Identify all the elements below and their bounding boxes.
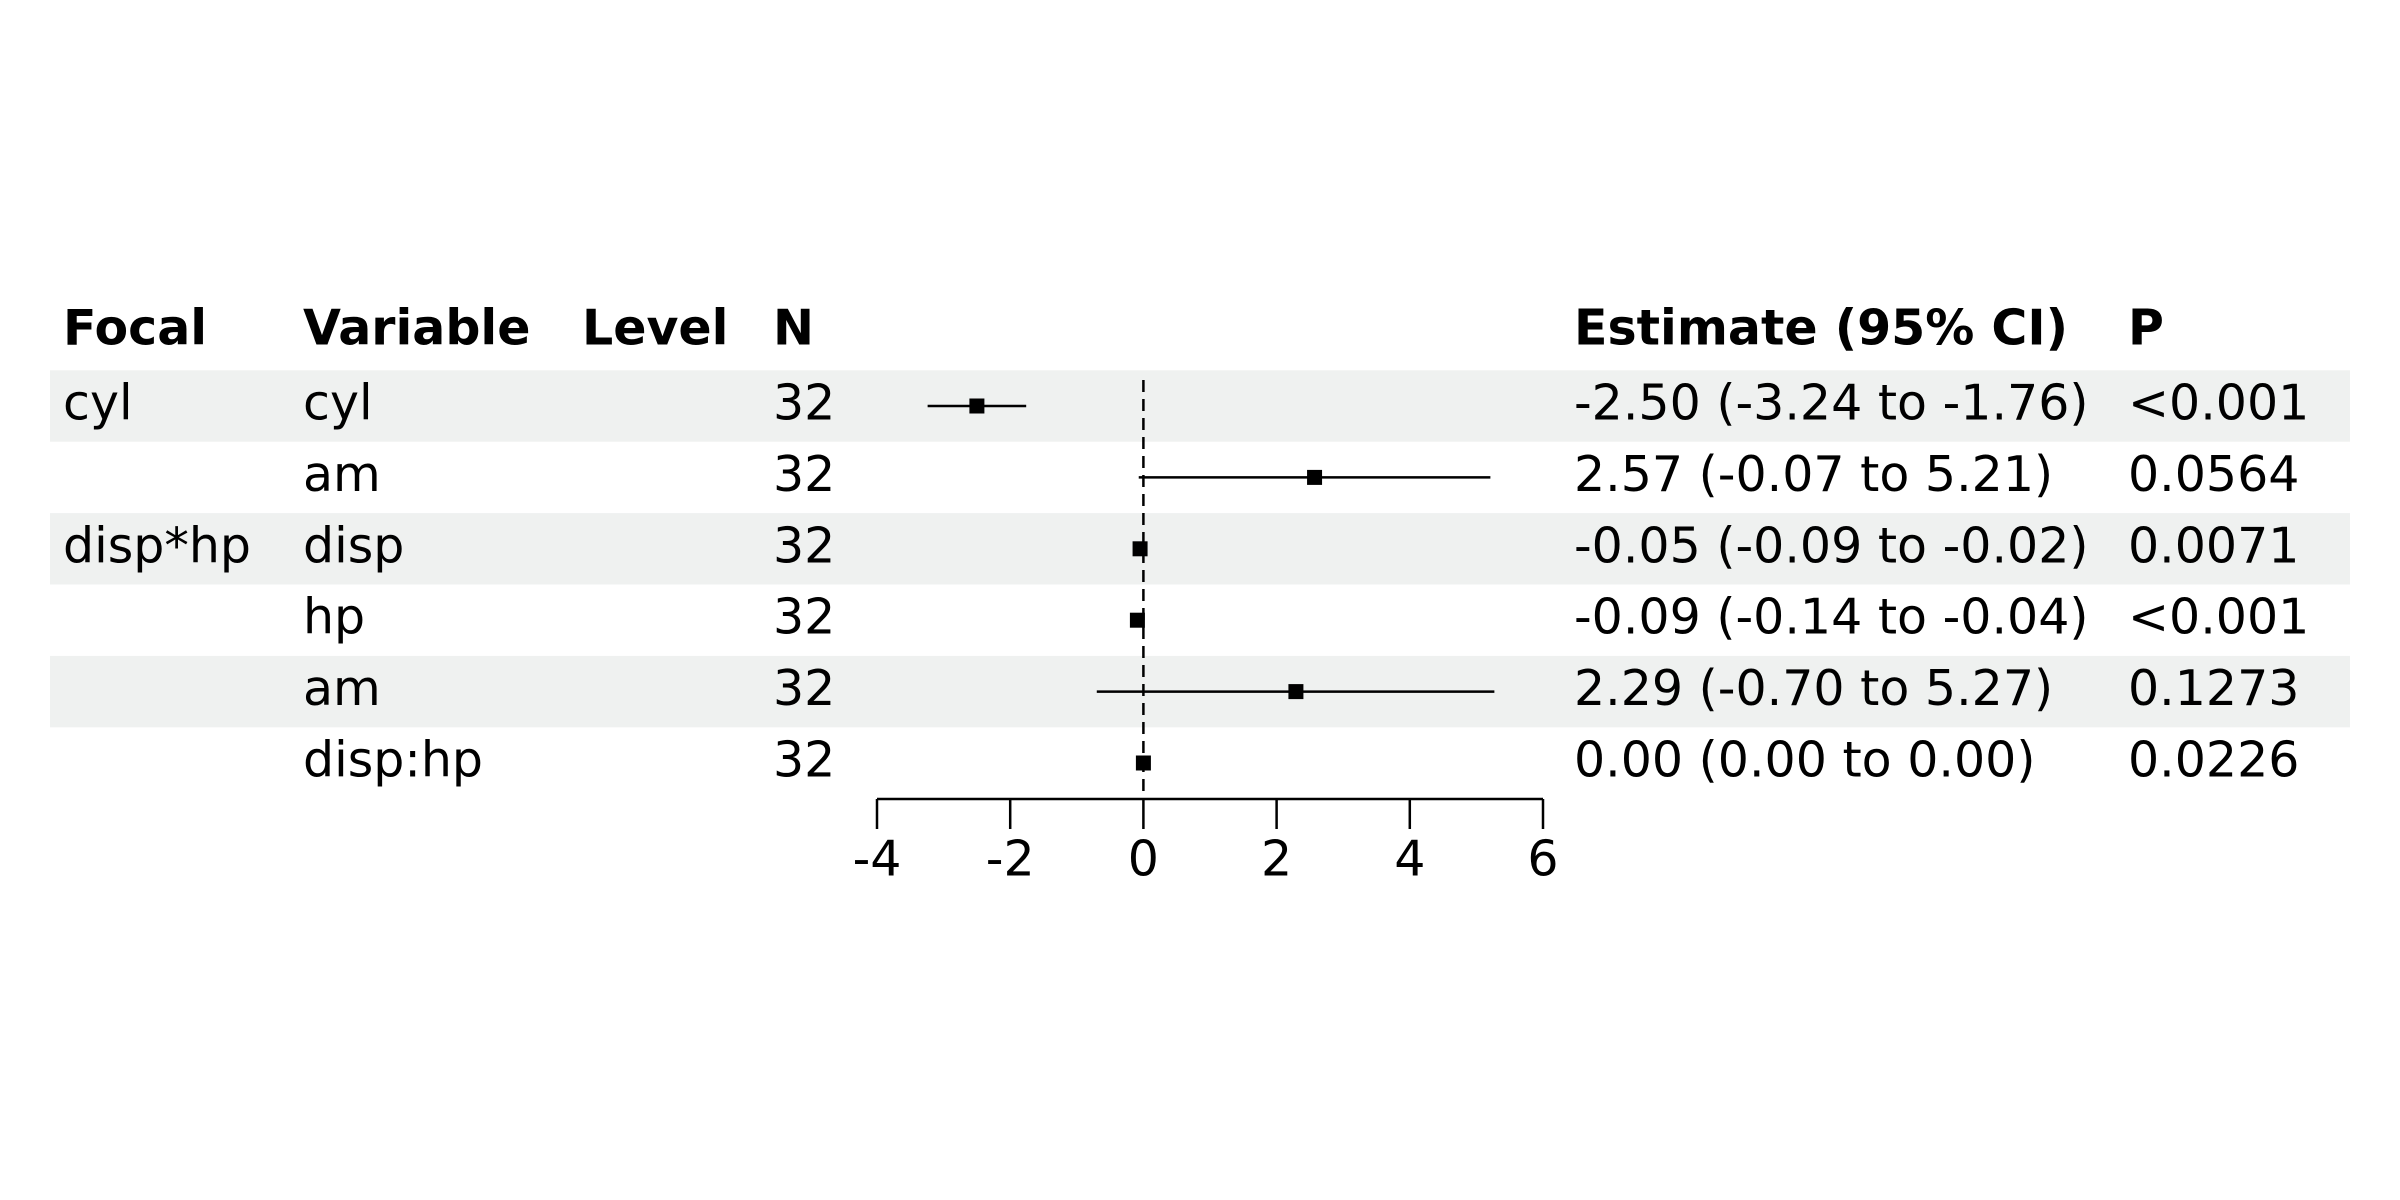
column-header: Focal	[63, 300, 207, 357]
estimate-point	[1132, 541, 1148, 557]
x-tick-label: -2	[986, 831, 1035, 888]
p-label: 0.1273	[2128, 660, 2299, 717]
p-label: 0.0564	[2128, 446, 2299, 503]
variable-label: am	[303, 446, 381, 503]
x-tick-label: 0	[1128, 831, 1159, 888]
estimate-point	[1135, 755, 1151, 771]
variable-label: hp	[303, 589, 365, 646]
column-header: Variable	[303, 300, 530, 357]
p-label: 0.0226	[2128, 732, 2299, 789]
estimate-point	[1307, 469, 1323, 485]
n-label: 32	[773, 517, 835, 574]
estimate-point	[969, 398, 985, 414]
n-label: 32	[773, 732, 835, 789]
estimate-label: 2.57 (-0.07 to 5.21)	[1574, 446, 2053, 503]
focal-label: cyl	[63, 375, 133, 432]
n-label: 32	[773, 660, 835, 717]
x-tick-label: 6	[1527, 831, 1558, 888]
n-label: 32	[773, 375, 835, 432]
n-label: 32	[773, 446, 835, 503]
p-label: <0.001	[2128, 375, 2309, 432]
estimate-point	[1288, 684, 1304, 700]
estimate-label: -2.50 (-3.24 to -1.76)	[1574, 375, 2089, 432]
column-header: N	[773, 300, 814, 357]
column-header: Estimate (95% CI)	[1574, 300, 2068, 357]
estimate-label: 0.00 (0.00 to 0.00)	[1574, 732, 2035, 789]
variable-label: disp	[303, 517, 404, 574]
estimate-point	[1129, 612, 1145, 628]
variable-label: cyl	[303, 375, 373, 432]
x-tick-label: 4	[1394, 831, 1425, 888]
estimate-label: -0.09 (-0.14 to -0.04)	[1574, 589, 2089, 646]
column-header: Level	[582, 300, 728, 357]
variable-label: disp:hp	[303, 732, 483, 789]
p-label: <0.001	[2128, 589, 2309, 646]
column-header: P	[2128, 300, 2164, 357]
variable-label: am	[303, 660, 381, 717]
row-stripe	[50, 370, 2350, 442]
focal-label: disp*hp	[63, 517, 251, 574]
x-tick-label: 2	[1261, 831, 1292, 888]
estimate-label: 2.29 (-0.70 to 5.27)	[1574, 660, 2053, 717]
estimate-label: -0.05 (-0.09 to -0.02)	[1574, 517, 2089, 574]
x-tick-label: -4	[853, 831, 902, 888]
p-label: 0.0071	[2128, 517, 2299, 574]
n-label: 32	[773, 589, 835, 646]
row-stripe	[50, 513, 2350, 585]
